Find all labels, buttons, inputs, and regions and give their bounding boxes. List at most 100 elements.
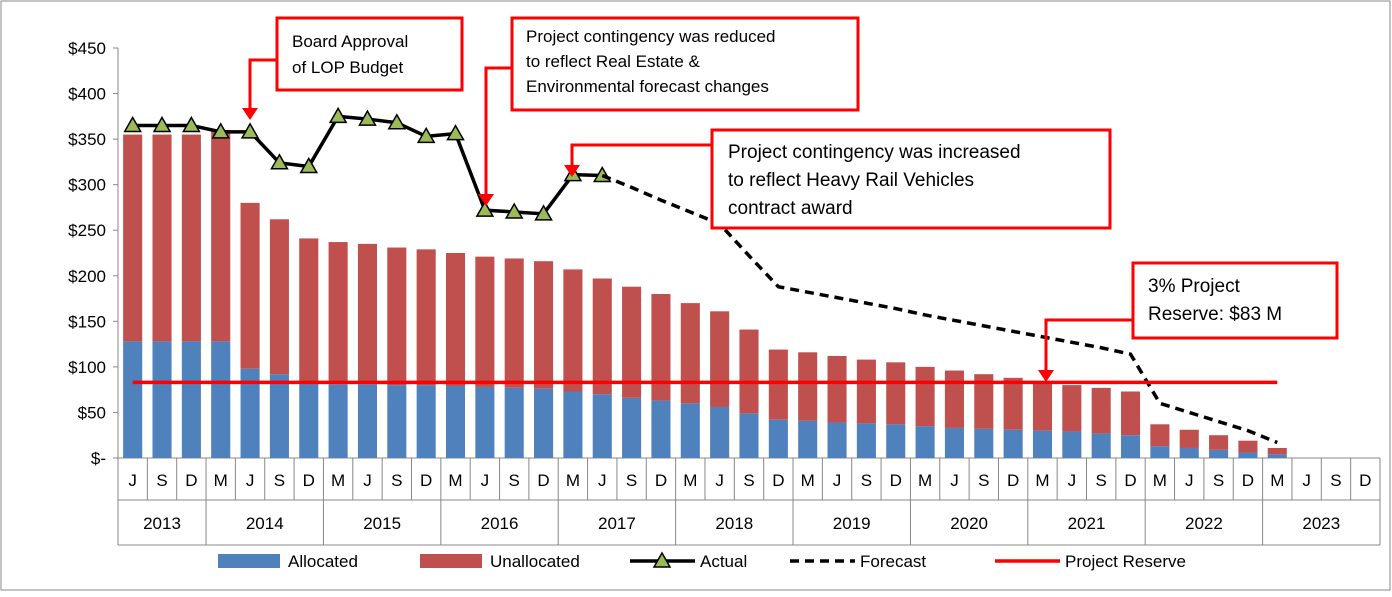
year-label: 2021 bbox=[1068, 514, 1106, 533]
bar bbox=[328, 384, 348, 458]
legend-marker bbox=[652, 551, 672, 568]
y-tick-label: $200 bbox=[68, 267, 106, 286]
bar bbox=[240, 368, 260, 458]
bar bbox=[357, 243, 378, 385]
bar bbox=[1032, 381, 1053, 431]
bar bbox=[1209, 449, 1229, 458]
annotation-box bbox=[275, 16, 464, 92]
y-tick-label: $300 bbox=[68, 176, 106, 195]
bar bbox=[1267, 447, 1287, 455]
x-tick-label: J bbox=[950, 471, 959, 490]
bar bbox=[563, 269, 583, 392]
bar bbox=[651, 294, 671, 401]
bar bbox=[974, 428, 994, 458]
bar bbox=[181, 134, 201, 342]
bar bbox=[123, 134, 143, 342]
x-tick-label: D bbox=[1359, 471, 1371, 490]
y-tick-label: $400 bbox=[68, 85, 106, 104]
marker bbox=[475, 200, 495, 217]
marker bbox=[270, 153, 289, 170]
x-tick-label: S bbox=[509, 471, 520, 490]
bar bbox=[798, 352, 818, 421]
x-tick-label: M bbox=[331, 471, 345, 490]
annotation: 3% Project Reserve: $83 M bbox=[1148, 276, 1282, 325]
bar bbox=[504, 387, 524, 458]
annotation-line: Project contingency was reduced bbox=[526, 27, 775, 46]
arrow-head bbox=[564, 165, 580, 177]
bar bbox=[622, 286, 642, 398]
arrow bbox=[1044, 318, 1133, 374]
bar bbox=[1003, 377, 1023, 430]
bar bbox=[445, 386, 466, 458]
annotation: Project contingency was increased to ref… bbox=[728, 142, 1026, 219]
bar bbox=[1179, 429, 1199, 448]
bar bbox=[211, 130, 231, 342]
year-label: 2018 bbox=[715, 514, 753, 533]
x-tick-label: D bbox=[537, 471, 549, 490]
bar bbox=[1150, 424, 1170, 447]
arrow-head bbox=[478, 194, 494, 206]
bar bbox=[387, 385, 407, 458]
annotation-line: of LOP Budget bbox=[292, 58, 403, 77]
bar bbox=[1120, 435, 1141, 458]
bar bbox=[357, 384, 378, 458]
bar bbox=[1238, 452, 1258, 458]
arrow-heads bbox=[242, 108, 1054, 382]
bar bbox=[475, 256, 495, 387]
x-tick-label: J bbox=[128, 471, 137, 490]
legend-label: Unallocated bbox=[490, 552, 580, 571]
legend-swatch bbox=[218, 554, 280, 568]
marker bbox=[328, 106, 348, 124]
bar bbox=[1209, 435, 1229, 450]
bar bbox=[915, 366, 935, 427]
x-tick-label: M bbox=[1035, 471, 1049, 490]
x-tick-label: J bbox=[833, 471, 842, 490]
x-tick-label: D bbox=[890, 471, 902, 490]
x-tick-label: M bbox=[1270, 471, 1284, 490]
bar bbox=[269, 219, 289, 375]
bar bbox=[827, 422, 847, 458]
x-tick-label: M bbox=[918, 471, 932, 490]
marker bbox=[416, 126, 436, 144]
bar bbox=[475, 386, 495, 458]
x-tick-label: D bbox=[772, 471, 784, 490]
x-tick-label: M bbox=[801, 471, 815, 490]
x-tick-label: J bbox=[1302, 471, 1311, 490]
bar bbox=[974, 374, 994, 429]
year-label: 2019 bbox=[833, 514, 871, 533]
x-tick-label: S bbox=[978, 471, 989, 490]
bar bbox=[768, 419, 788, 458]
x-tick-label: D bbox=[1007, 471, 1019, 490]
x-tick-label: M bbox=[214, 471, 228, 490]
bar bbox=[123, 341, 143, 458]
x-tick-label: D bbox=[1124, 471, 1136, 490]
year-label: 2020 bbox=[950, 514, 988, 533]
marker bbox=[152, 115, 172, 133]
marker bbox=[299, 156, 319, 174]
x-tick-label: M bbox=[448, 471, 462, 490]
marker bbox=[446, 124, 465, 141]
x-tick-label: S bbox=[1213, 471, 1224, 490]
bar bbox=[269, 374, 289, 458]
bar bbox=[1091, 433, 1111, 458]
bar bbox=[211, 341, 231, 458]
marker bbox=[387, 113, 407, 130]
x-tick-label: S bbox=[391, 471, 402, 490]
year-label: 2016 bbox=[481, 514, 519, 533]
y-tick-label: $250 bbox=[68, 221, 106, 240]
x-tick-label: S bbox=[1330, 471, 1341, 490]
x-tick-label: J bbox=[246, 471, 255, 490]
year-label: 2022 bbox=[1185, 514, 1223, 533]
bar bbox=[768, 349, 788, 420]
x-tick-label: S bbox=[626, 471, 637, 490]
bar bbox=[1238, 440, 1258, 453]
marker bbox=[211, 122, 231, 139]
bar bbox=[152, 341, 172, 458]
bar bbox=[710, 406, 730, 458]
annotation: Board Approval of LOP Budget bbox=[292, 32, 413, 77]
annotation-line: 3% Project bbox=[1148, 276, 1241, 297]
bar bbox=[181, 341, 201, 458]
annotations: Board Approval of LOP Budget Project con… bbox=[242, 16, 1339, 382]
